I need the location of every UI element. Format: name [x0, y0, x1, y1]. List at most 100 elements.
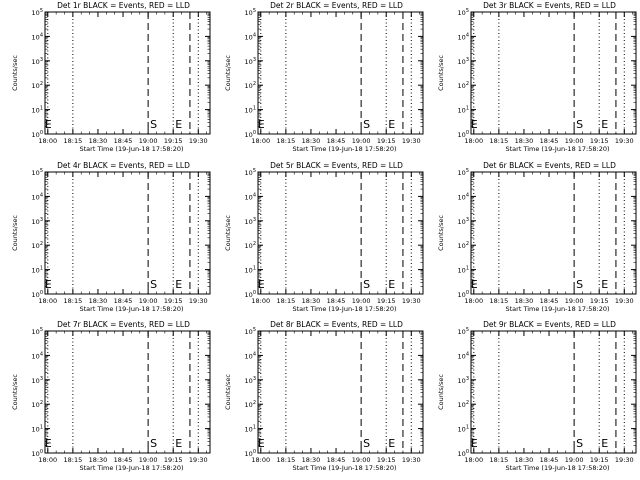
y-tick-base: 10 — [245, 82, 253, 90]
y-axis-label: Counts/sec — [437, 215, 445, 251]
y-tick-exponent: 5 — [40, 168, 43, 174]
y-axis-label: Counts/sec — [437, 55, 445, 91]
y-tick-label: 102 — [32, 400, 43, 409]
y-tick-base: 10 — [245, 352, 253, 360]
x-tick-label: 19:00 — [352, 297, 371, 305]
y-tick-label: 103 — [458, 57, 469, 66]
y-tick-label: 104 — [245, 351, 256, 360]
x-tick-label: 19:15 — [590, 456, 609, 464]
x-tick-label: 18:00 — [464, 137, 483, 145]
x-tick-label: 19:15 — [590, 297, 609, 305]
x-tick-label: 18:15 — [64, 456, 83, 464]
y-tick-label: 101 — [458, 425, 469, 434]
y-tick-exponent: 5 — [466, 327, 469, 333]
y-tick-exponent: 2 — [40, 241, 43, 247]
y-tick-base: 10 — [245, 377, 253, 385]
y-tick-base: 10 — [32, 107, 40, 115]
y-tick-exponent: 3 — [466, 57, 469, 63]
y-tick-exponent: 4 — [40, 32, 43, 38]
y-tick-label: 101 — [245, 425, 256, 434]
x-tick-label: 18:45 — [327, 137, 346, 145]
y-tick-base: 10 — [245, 169, 253, 177]
x-tick-label: 18:00 — [38, 137, 57, 145]
x-tick-label: 18:45 — [540, 297, 559, 305]
y-tick-base: 10 — [458, 291, 466, 299]
y-tick-exponent: 1 — [40, 266, 43, 272]
y-tick-label: 105 — [245, 168, 256, 177]
y-tick-exponent: 5 — [466, 168, 469, 174]
y-tick-exponent: 1 — [466, 106, 469, 112]
detector-panel: Det 7r BLACK = Events, RED = LLD10010110… — [11, 320, 211, 472]
y-tick-base: 10 — [32, 267, 40, 275]
y-tick-base: 10 — [458, 242, 466, 250]
y-tick-base: 10 — [458, 328, 466, 336]
y-tick-label: 101 — [32, 266, 43, 275]
y-tick-base: 10 — [245, 291, 253, 299]
x-tick-label: 19:15 — [164, 297, 183, 305]
plot-frame — [257, 171, 424, 295]
x-tick-label: 18:30 — [302, 137, 321, 145]
y-tick-label: 103 — [32, 57, 43, 66]
start-marker: S — [363, 118, 370, 131]
y-tick-exponent: 0 — [253, 449, 256, 455]
y-tick-label: 104 — [458, 192, 469, 201]
y-tick-exponent: 4 — [40, 192, 43, 198]
y-tick-exponent: 4 — [466, 351, 469, 357]
y-tick-exponent: 0 — [466, 130, 469, 136]
y-tick-exponent: 1 — [253, 266, 256, 272]
x-tick-label: 18:30 — [89, 137, 108, 145]
y-tick-exponent: 3 — [466, 217, 469, 223]
y-tick-exponent: 3 — [40, 376, 43, 382]
y-tick-base: 10 — [32, 193, 40, 201]
end-marker: E — [258, 118, 265, 131]
x-tick-label: 18:30 — [89, 297, 108, 305]
y-tick-base: 10 — [245, 33, 253, 41]
y-tick-exponent: 2 — [253, 81, 256, 87]
x-tick-label: 19:00 — [565, 456, 584, 464]
x-axis-label: Start Time (19-Jun-18 17:58:20) — [293, 145, 397, 153]
y-tick-exponent: 2 — [40, 400, 43, 406]
end-marker: E — [471, 278, 478, 291]
y-axis-label: Counts/sec — [11, 55, 19, 91]
start-marker: S — [576, 278, 583, 291]
y-tick-exponent: 2 — [40, 81, 43, 87]
end-marker: E — [175, 437, 182, 450]
y-tick-base: 10 — [245, 218, 253, 226]
y-tick-label: 105 — [245, 8, 256, 17]
y-tick-label: 104 — [458, 351, 469, 360]
end-marker: E — [258, 437, 265, 450]
x-tick-label: 18:00 — [464, 297, 483, 305]
x-tick-label: 18:45 — [540, 137, 559, 145]
y-tick-label: 101 — [245, 266, 256, 275]
y-tick-exponent: 0 — [253, 290, 256, 296]
y-tick-exponent: 5 — [253, 8, 256, 14]
x-tick-label: 19:15 — [164, 456, 183, 464]
y-tick-exponent: 0 — [40, 290, 43, 296]
y-tick-exponent: 1 — [40, 106, 43, 112]
y-tick-base: 10 — [32, 291, 40, 299]
x-tick-label: 19:30 — [615, 137, 634, 145]
x-axis-label: Start Time (19-Jun-18 17:58:20) — [293, 305, 397, 313]
y-tick-base: 10 — [32, 131, 40, 139]
x-tick-label: 18:45 — [327, 297, 346, 305]
y-tick-exponent: 5 — [40, 8, 43, 14]
y-tick-base: 10 — [32, 401, 40, 409]
y-axis-label: Counts/sec — [224, 55, 232, 91]
end-marker: E — [175, 278, 182, 291]
x-tick-label: 18:00 — [38, 456, 57, 464]
panel-title: Det 7r BLACK = Events, RED = LLD — [57, 320, 190, 329]
start-marker: S — [576, 437, 583, 450]
end-marker: E — [471, 437, 478, 450]
y-tick-base: 10 — [458, 107, 466, 115]
y-tick-label: 105 — [245, 327, 256, 336]
y-tick-label: 101 — [32, 425, 43, 434]
y-tick-base: 10 — [245, 267, 253, 275]
y-tick-base: 10 — [245, 9, 253, 17]
y-tick-base: 10 — [32, 242, 40, 250]
x-tick-label: 18:45 — [540, 456, 559, 464]
x-tick-label: 18:30 — [515, 297, 534, 305]
start-marker: S — [150, 278, 157, 291]
y-tick-base: 10 — [245, 242, 253, 250]
x-tick-label: 19:30 — [402, 456, 421, 464]
x-tick-label: 19:15 — [590, 137, 609, 145]
